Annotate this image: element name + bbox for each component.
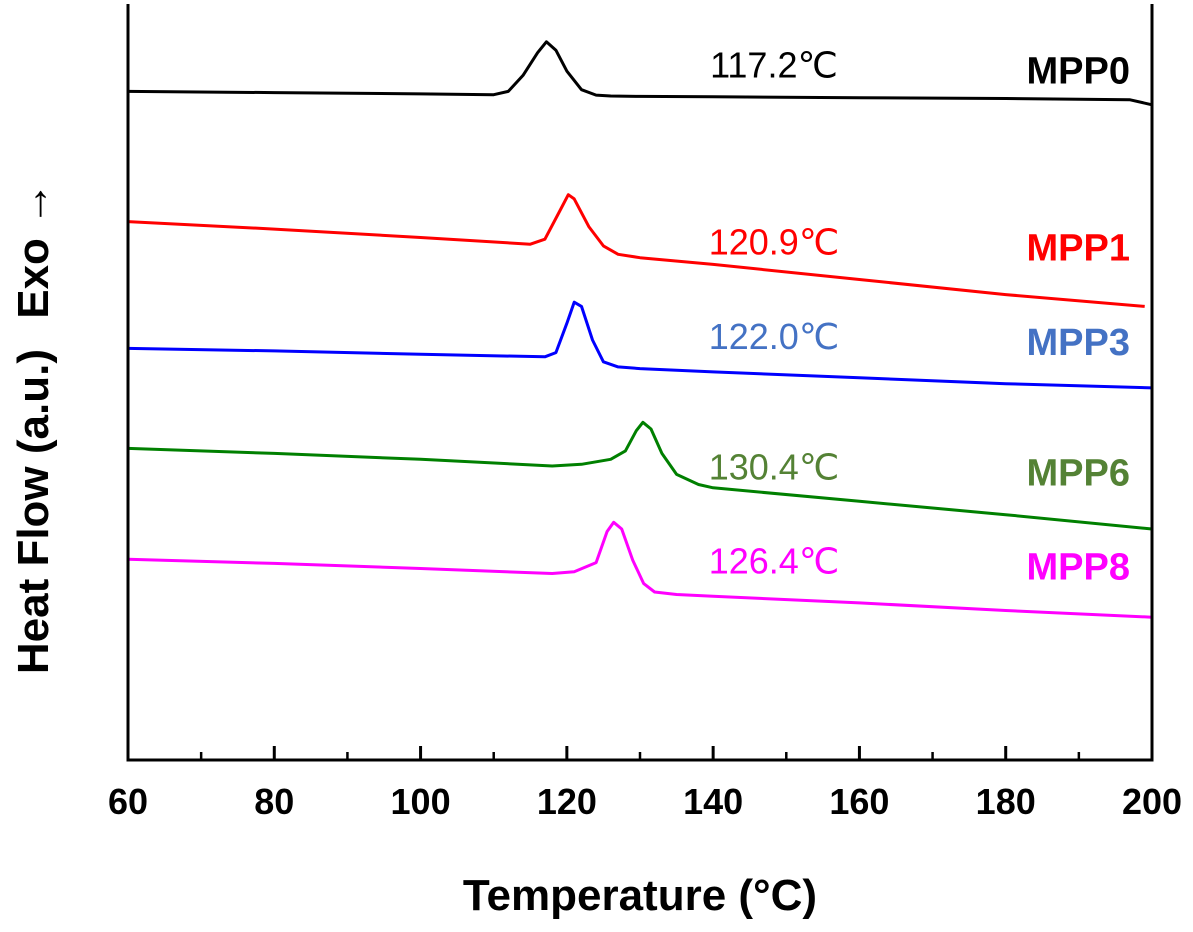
y-axis-title-exo: Exo → [9,182,58,319]
annotations: 117.2℃ MPP0 120.9℃ MPP1 122.0℃ MPP3 130.4℃ MPP6… [709,44,1130,588]
series-label-mpp1: MPP1 [1027,228,1130,270]
peak-label-mpp6: 130.4℃ [709,447,840,488]
x-tick-label: 80 [254,781,294,822]
x-tick-label: 100 [391,781,451,822]
x-tick-label: 140 [683,781,743,822]
x-axis-title: Temperature (°C) [463,871,817,920]
series-line-mpp6 [127,420,1153,531]
peak-label-mpp3: 122.0℃ [709,316,840,357]
peak-label-mpp1: 120.9℃ [709,222,840,263]
x-tick-label: 60 [108,781,148,822]
x-tick-label: 120 [537,781,597,822]
x-tick-label: 180 [976,781,1036,822]
series-line-mpp0 [127,40,1153,107]
series-line-mpp8 [127,520,1153,619]
plot-area [127,40,1153,619]
peak-label-mpp8: 126.4℃ [709,541,840,582]
x-tick-label: 160 [829,781,889,822]
series-line-mpp3 [127,300,1153,390]
series-line-mpp1 [127,193,1145,308]
series-label-mpp8: MPP8 [1027,547,1130,589]
y-axis-title: Heat Flow (a.u.) Exo → [9,182,58,674]
series-label-mpp0: MPP0 [1027,50,1130,92]
y-axis-title-main: Heat Flow (a.u.) [9,349,58,674]
series-label-mpp3: MPP3 [1027,322,1130,364]
series-label-mpp6: MPP6 [1027,453,1130,495]
x-tick-label: 200 [1122,781,1182,822]
axes: 60 80 100 120 140 160 180 200 [108,4,1182,822]
peak-label-mpp0: 117.2℃ [710,44,838,85]
